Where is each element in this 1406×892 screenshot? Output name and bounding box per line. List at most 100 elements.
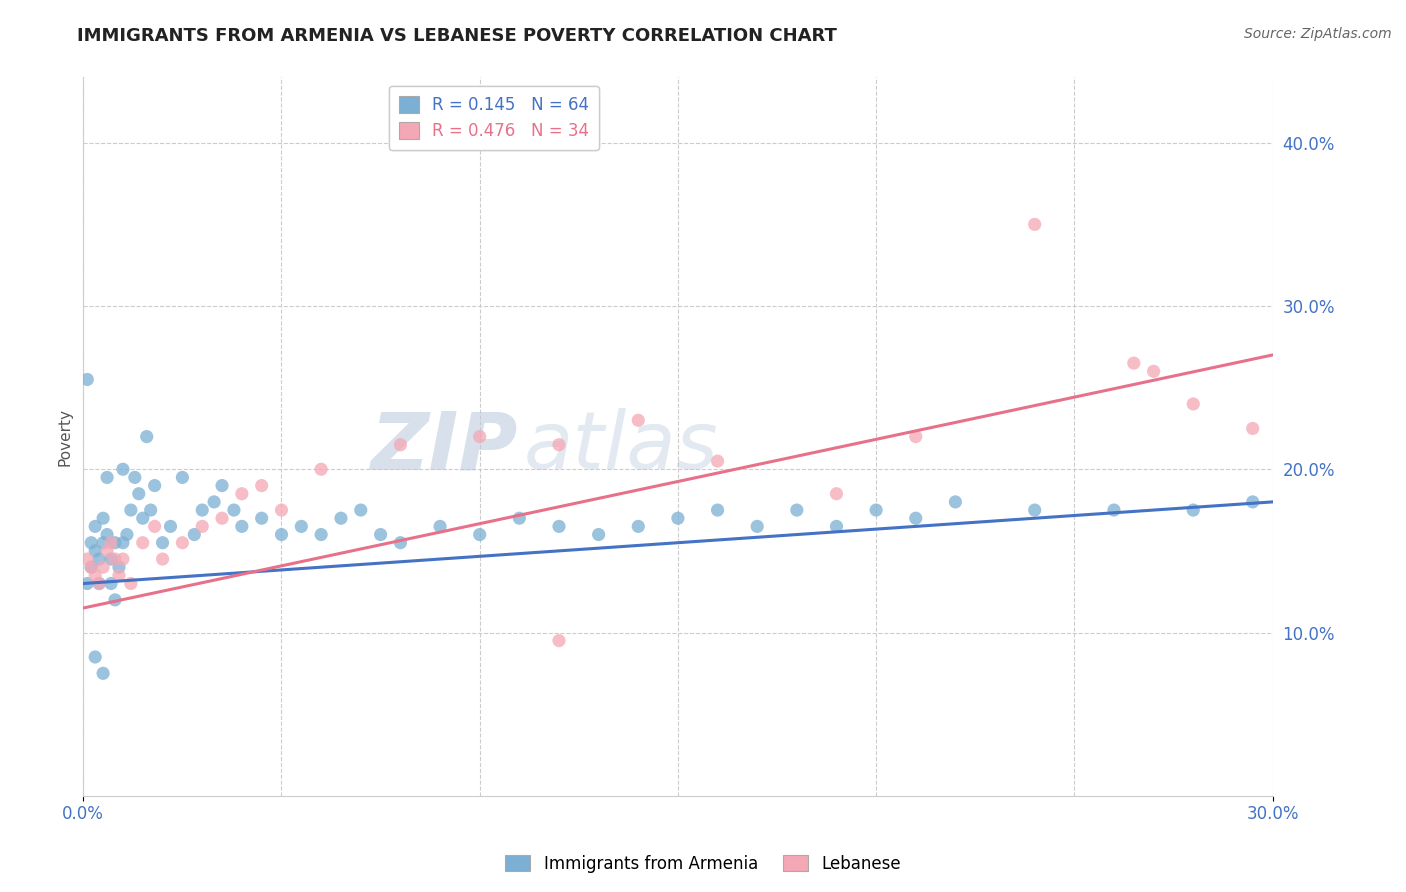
- Point: [250, 478, 273, 492]
- Point: [100, 552, 122, 566]
- Point: [108, 568, 131, 582]
- Point: [104, 592, 127, 607]
- Point: [143, 519, 166, 533]
- Legend: Immigrants from Armenia, Lebanese: Immigrants from Armenia, Lebanese: [499, 848, 907, 880]
- Point: [1102, 503, 1125, 517]
- Point: [172, 470, 194, 484]
- Point: [231, 519, 253, 533]
- Point: [231, 487, 253, 501]
- Point: [548, 633, 571, 648]
- Point: [1182, 503, 1205, 517]
- Point: [627, 413, 650, 427]
- Point: [222, 503, 245, 517]
- Point: [143, 478, 166, 492]
- Text: IMMIGRANTS FROM ARMENIA VS LEBANESE POVERTY CORRELATION CHART: IMMIGRANTS FROM ARMENIA VS LEBANESE POVE…: [77, 27, 837, 45]
- Point: [128, 487, 150, 501]
- Point: [330, 511, 353, 525]
- Point: [76, 552, 98, 566]
- Point: [429, 519, 451, 533]
- Point: [202, 495, 225, 509]
- Point: [120, 576, 142, 591]
- Point: [183, 527, 205, 541]
- Point: [84, 650, 107, 665]
- Point: [706, 503, 728, 517]
- Text: atlas: atlas: [523, 409, 718, 486]
- Point: [270, 503, 292, 517]
- Point: [91, 535, 114, 549]
- Point: [825, 487, 848, 501]
- Point: [389, 535, 412, 549]
- Point: [91, 560, 114, 574]
- Point: [350, 503, 373, 517]
- Point: [191, 503, 214, 517]
- Point: [588, 527, 610, 541]
- Point: [370, 527, 392, 541]
- Point: [1122, 356, 1144, 370]
- Point: [548, 438, 571, 452]
- Text: ZIP: ZIP: [370, 409, 517, 486]
- Point: [108, 560, 131, 574]
- Point: [132, 535, 155, 549]
- Point: [548, 519, 571, 533]
- Point: [468, 527, 491, 541]
- Point: [139, 503, 162, 517]
- Point: [104, 535, 127, 549]
- Point: [80, 535, 103, 549]
- Point: [89, 576, 111, 591]
- Point: [111, 552, 134, 566]
- Point: [904, 511, 927, 525]
- Point: [786, 503, 808, 517]
- Point: [1024, 503, 1046, 517]
- Point: [865, 503, 887, 517]
- Point: [76, 576, 98, 591]
- Point: [211, 511, 233, 525]
- Point: [172, 535, 194, 549]
- Point: [152, 552, 174, 566]
- Point: [389, 438, 412, 452]
- Point: [91, 511, 114, 525]
- Point: [666, 511, 689, 525]
- Point: [124, 470, 146, 484]
- Point: [1182, 397, 1205, 411]
- Point: [1142, 364, 1164, 378]
- Point: [627, 519, 650, 533]
- Legend: R = 0.145   N = 64, R = 0.476   N = 34: R = 0.145 N = 64, R = 0.476 N = 34: [389, 86, 599, 151]
- Point: [468, 429, 491, 443]
- Point: [904, 429, 927, 443]
- Point: [159, 519, 181, 533]
- Point: [80, 560, 103, 574]
- Point: [152, 535, 174, 549]
- Y-axis label: Poverty: Poverty: [58, 408, 72, 466]
- Text: Source: ZipAtlas.com: Source: ZipAtlas.com: [1244, 27, 1392, 41]
- Point: [135, 429, 157, 443]
- Point: [80, 560, 103, 574]
- Point: [84, 568, 107, 582]
- Point: [191, 519, 214, 533]
- Point: [96, 527, 118, 541]
- Point: [1241, 421, 1264, 435]
- Point: [89, 552, 111, 566]
- Point: [1024, 218, 1046, 232]
- Point: [290, 519, 312, 533]
- Point: [747, 519, 769, 533]
- Point: [120, 503, 142, 517]
- Point: [706, 454, 728, 468]
- Point: [100, 535, 122, 549]
- Point: [309, 462, 332, 476]
- Point: [1241, 495, 1264, 509]
- Point: [76, 372, 98, 386]
- Point: [508, 511, 530, 525]
- Point: [211, 478, 233, 492]
- Point: [89, 576, 111, 591]
- Point: [84, 544, 107, 558]
- Point: [111, 535, 134, 549]
- Point: [96, 470, 118, 484]
- Point: [91, 666, 114, 681]
- Point: [84, 519, 107, 533]
- Point: [270, 527, 292, 541]
- Point: [250, 511, 273, 525]
- Point: [115, 527, 138, 541]
- Point: [825, 519, 848, 533]
- Point: [100, 576, 122, 591]
- Point: [96, 544, 118, 558]
